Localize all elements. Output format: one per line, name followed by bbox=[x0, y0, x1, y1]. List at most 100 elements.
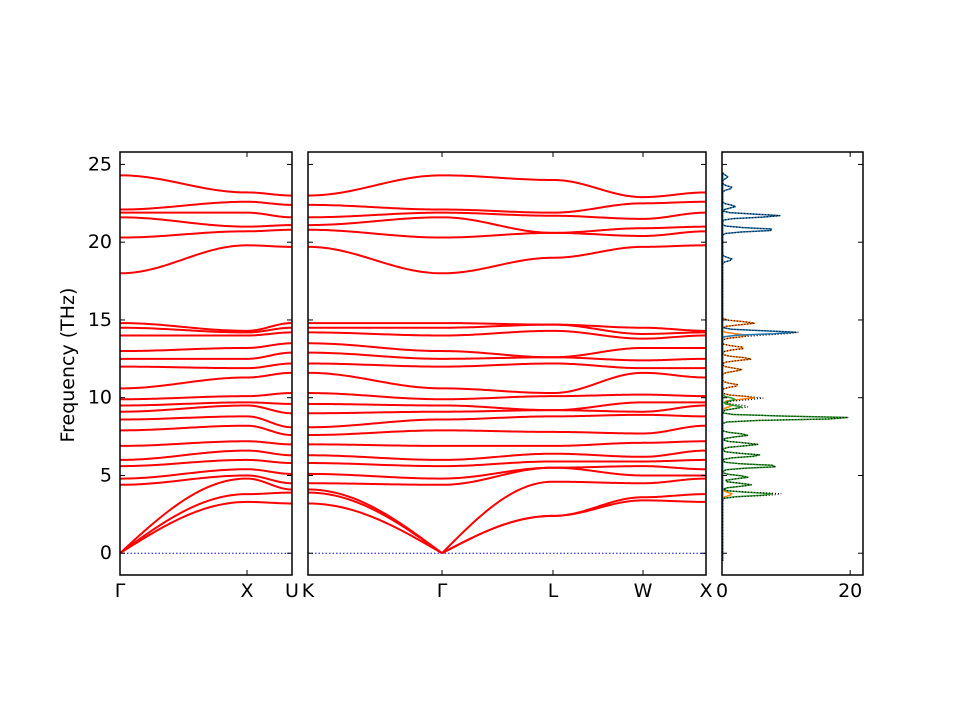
phonon-band bbox=[643, 413, 707, 418]
y-tick-label: 0 bbox=[100, 542, 112, 564]
y-tick-label: 25 bbox=[88, 153, 112, 175]
phonon-band bbox=[308, 410, 442, 415]
phonon-band bbox=[442, 362, 553, 368]
phonon-band bbox=[247, 458, 293, 465]
phonon-band bbox=[552, 323, 643, 329]
phonon-band bbox=[308, 331, 443, 337]
phonon-band bbox=[246, 224, 292, 228]
phonon-band bbox=[553, 430, 643, 435]
phonon-band bbox=[246, 322, 293, 332]
phonon-band bbox=[246, 342, 293, 349]
phonon-band bbox=[119, 404, 248, 413]
phonon-band bbox=[119, 346, 247, 353]
phonon-band bbox=[308, 443, 442, 447]
phonon-band bbox=[441, 256, 554, 275]
y-tick-label: 20 bbox=[88, 231, 112, 253]
phonon-band bbox=[552, 178, 644, 199]
x-tick-label: Γ bbox=[115, 580, 126, 602]
phonon-band bbox=[441, 415, 553, 421]
phonon-band bbox=[441, 387, 554, 395]
phonon-band bbox=[442, 429, 554, 433]
phonon-band bbox=[441, 329, 554, 337]
x-tick-label: K bbox=[302, 580, 315, 602]
phonon-band bbox=[119, 376, 248, 390]
phonon-band bbox=[247, 491, 292, 496]
phonon-band bbox=[246, 449, 292, 457]
phonon-band bbox=[642, 191, 707, 199]
phonon-band bbox=[308, 462, 443, 468]
phonon-band bbox=[642, 424, 707, 435]
phonon-band bbox=[552, 362, 644, 370]
phonon-band bbox=[642, 211, 707, 220]
phonon-band bbox=[119, 326, 248, 334]
phonon-band bbox=[441, 460, 554, 468]
phonon-band bbox=[119, 401, 247, 407]
phonon-band bbox=[246, 474, 293, 485]
phonon-band bbox=[552, 401, 644, 412]
phonon-band bbox=[246, 191, 292, 197]
phonon-band bbox=[552, 245, 644, 259]
phonon-band bbox=[119, 200, 248, 211]
x-tick-label: X bbox=[240, 580, 253, 602]
phonon-band bbox=[247, 500, 292, 505]
phonon-band bbox=[120, 365, 248, 370]
phonon-band bbox=[442, 231, 553, 239]
phonon-band bbox=[552, 371, 644, 395]
phonon-band bbox=[307, 342, 443, 353]
phonon-band bbox=[553, 480, 644, 485]
phonon-band bbox=[642, 326, 706, 332]
phonon-band bbox=[247, 228, 292, 233]
phonon-band bbox=[643, 225, 706, 230]
phonon-band bbox=[643, 465, 706, 471]
phonon-band bbox=[246, 424, 293, 437]
phonon-band bbox=[307, 245, 443, 275]
dos-panel: 0 20 bbox=[716, 151, 864, 602]
phonon-band bbox=[643, 458, 706, 463]
phonon-band bbox=[642, 393, 706, 398]
phonon-band bbox=[307, 216, 443, 227]
phonon-band bbox=[552, 214, 643, 220]
phonon-band bbox=[553, 441, 644, 447]
phonon-band bbox=[643, 357, 707, 362]
phonon-band bbox=[119, 395, 247, 401]
phonon-band bbox=[552, 202, 644, 214]
phonon-band bbox=[307, 211, 443, 219]
phonon-band bbox=[308, 482, 442, 486]
phonon-band bbox=[120, 440, 247, 447]
y-tick-label: 10 bbox=[88, 387, 112, 409]
x-tick-label: 20 bbox=[838, 580, 862, 602]
y-tick-label: 15 bbox=[88, 309, 112, 331]
y-tick-label: 5 bbox=[100, 464, 112, 486]
x-tick-label: W bbox=[634, 580, 653, 602]
phonon-band bbox=[441, 208, 553, 214]
band-panel-gamma-x-u: 0 5 10 15 20 25 Γ X U bbox=[88, 151, 299, 602]
phonon-band bbox=[552, 346, 644, 359]
phonon-band bbox=[246, 415, 293, 429]
phonon-band bbox=[552, 227, 644, 234]
phonon-band bbox=[246, 211, 293, 219]
phonon-band bbox=[642, 499, 706, 503]
phonon-band bbox=[119, 474, 248, 486]
phonon-band bbox=[642, 371, 707, 379]
phonon-band bbox=[119, 322, 248, 332]
phonon-band bbox=[246, 351, 293, 360]
phonon-band bbox=[307, 174, 443, 197]
dos-panel-frame bbox=[721, 151, 864, 576]
phonon-band bbox=[119, 477, 248, 554]
phonon-band bbox=[307, 228, 443, 239]
phonon-band bbox=[119, 244, 248, 275]
x-tick-label: Γ bbox=[437, 580, 448, 602]
phonon-band bbox=[307, 502, 443, 555]
phonon-band bbox=[441, 350, 554, 359]
phonon-band bbox=[246, 477, 293, 491]
phonon-band bbox=[642, 449, 707, 458]
phonon-band bbox=[307, 454, 443, 461]
phonon-band bbox=[119, 424, 247, 432]
band-panel-mid-frame bbox=[307, 151, 707, 576]
phonon-band bbox=[246, 392, 292, 398]
phonon-band bbox=[643, 440, 706, 444]
phonon-band bbox=[642, 404, 707, 413]
band-panel-left-frame bbox=[119, 151, 293, 576]
